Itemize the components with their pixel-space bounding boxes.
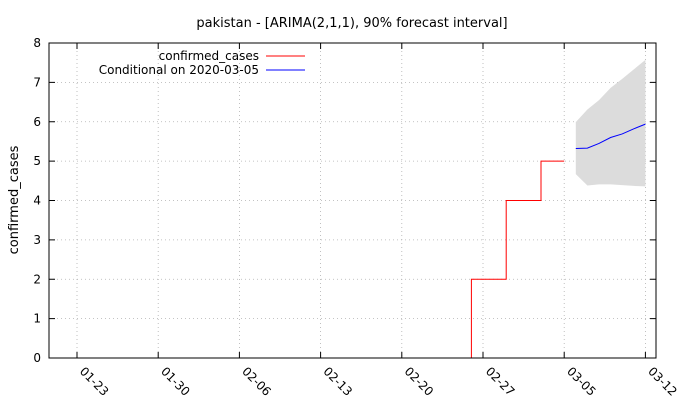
x-tick-label: 01-23 <box>77 364 112 399</box>
y-tick-label: 5 <box>33 154 41 168</box>
forecast-interval-band <box>575 59 646 187</box>
y-tick-label: 1 <box>33 312 41 326</box>
axis-ticks: 0 1 2 3 4 5 6 7 8 01-23 01-30 02-06 02-13 02-20 02-27 0… <box>33 36 679 399</box>
y-axis-label: confirmed_cases <box>7 145 22 254</box>
plot-border <box>48 42 657 359</box>
chart-title: pakistan - [ARIMA(2,1,1), 90% forecast i… <box>196 16 507 31</box>
x-tick-label: 03-12 <box>645 364 680 399</box>
y-tick-label: 6 <box>33 115 41 129</box>
y-tick-label: 8 <box>33 36 41 50</box>
y-tick-label: 3 <box>33 233 41 247</box>
forecast-series-line <box>575 123 646 150</box>
y-tick-label: 4 <box>33 194 41 208</box>
x-tick-label: 01-30 <box>158 364 193 399</box>
grid-lines <box>49 43 656 358</box>
x-tick-label: 02-06 <box>239 364 274 399</box>
forecast-interval-layer <box>575 59 646 187</box>
series-layer <box>459 123 646 359</box>
x-tick-label: 02-20 <box>402 364 437 399</box>
x-tick-label: 03-05 <box>564 364 599 399</box>
observed-series-line <box>459 160 565 359</box>
x-tick-label: 02-27 <box>483 364 518 399</box>
y-tick-label: 0 <box>33 351 41 365</box>
x-tick-label: 02-13 <box>320 364 355 399</box>
y-tick-label: 2 <box>33 272 41 286</box>
y-tick-label: 7 <box>33 75 41 89</box>
legend-label: confirmed_cases <box>159 49 259 63</box>
legend-label: Conditional on 2020-03-05 <box>99 63 259 77</box>
